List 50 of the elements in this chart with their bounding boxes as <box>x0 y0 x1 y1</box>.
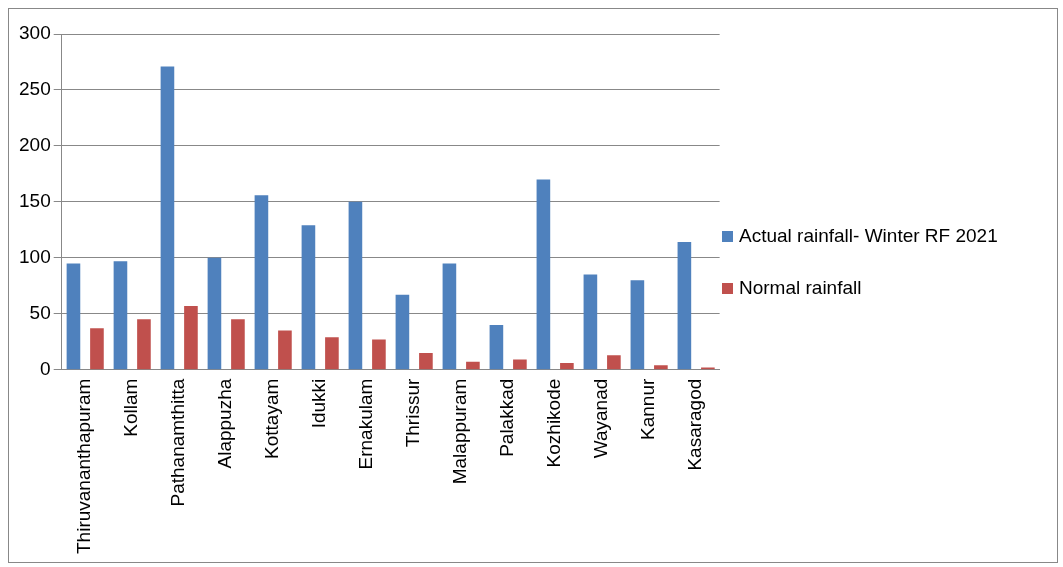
y-tick-label: 250 <box>19 78 51 100</box>
bar <box>583 274 598 370</box>
bar <box>137 319 151 370</box>
bar <box>278 330 292 370</box>
bar <box>348 201 363 370</box>
y-tick-label: 150 <box>19 190 51 212</box>
bar <box>395 294 410 370</box>
bar <box>489 324 504 370</box>
y-tick-label: 200 <box>19 134 51 156</box>
bar <box>184 305 198 370</box>
bar <box>325 337 339 370</box>
bar <box>466 361 480 370</box>
bar <box>560 362 574 370</box>
x-tick-label: Palakkad <box>496 378 518 457</box>
bar <box>372 339 386 370</box>
legend-label: Actual rainfall- Winter RF 2021 <box>739 224 998 248</box>
bar <box>607 355 621 370</box>
bar <box>231 319 245 370</box>
bar <box>677 242 692 370</box>
bar <box>207 257 222 370</box>
x-tick-label: Wayanad <box>590 378 612 459</box>
bar <box>90 328 104 370</box>
bar <box>419 352 433 370</box>
bar <box>442 263 457 370</box>
y-tick-label: 50 <box>29 301 51 323</box>
bar <box>254 195 269 370</box>
x-tick-label: Malappuram <box>449 378 471 485</box>
x-tick-label: Kozhikode <box>543 378 565 468</box>
x-tick-label: Thiruvananthapuram <box>73 378 95 554</box>
x-tick-label: Ernakulam <box>355 378 377 470</box>
bar <box>160 66 175 370</box>
bar <box>630 280 645 370</box>
x-tick-label: Kollam <box>120 378 142 437</box>
x-tick-label: Thrissur <box>402 378 424 448</box>
legend-label: Normal rainfall <box>739 276 862 300</box>
y-tick-label: 100 <box>19 246 51 268</box>
y-tick-label: 0 <box>40 357 51 379</box>
x-tick-label: Kannur <box>637 378 659 440</box>
x-tick-label: Pathanamthitta <box>167 378 189 507</box>
bar <box>66 263 81 370</box>
x-tick-label: Kottayam <box>261 378 283 459</box>
x-tick-label: Idukki <box>308 378 330 429</box>
y-tick-label: 300 <box>19 22 51 44</box>
x-tick-label: Kasaragod <box>684 378 706 471</box>
bar <box>513 359 527 370</box>
bar <box>536 179 551 370</box>
bar <box>113 261 128 370</box>
x-tick-label: Alappuzha <box>214 378 236 469</box>
bar <box>301 225 316 370</box>
bar <box>654 365 668 370</box>
